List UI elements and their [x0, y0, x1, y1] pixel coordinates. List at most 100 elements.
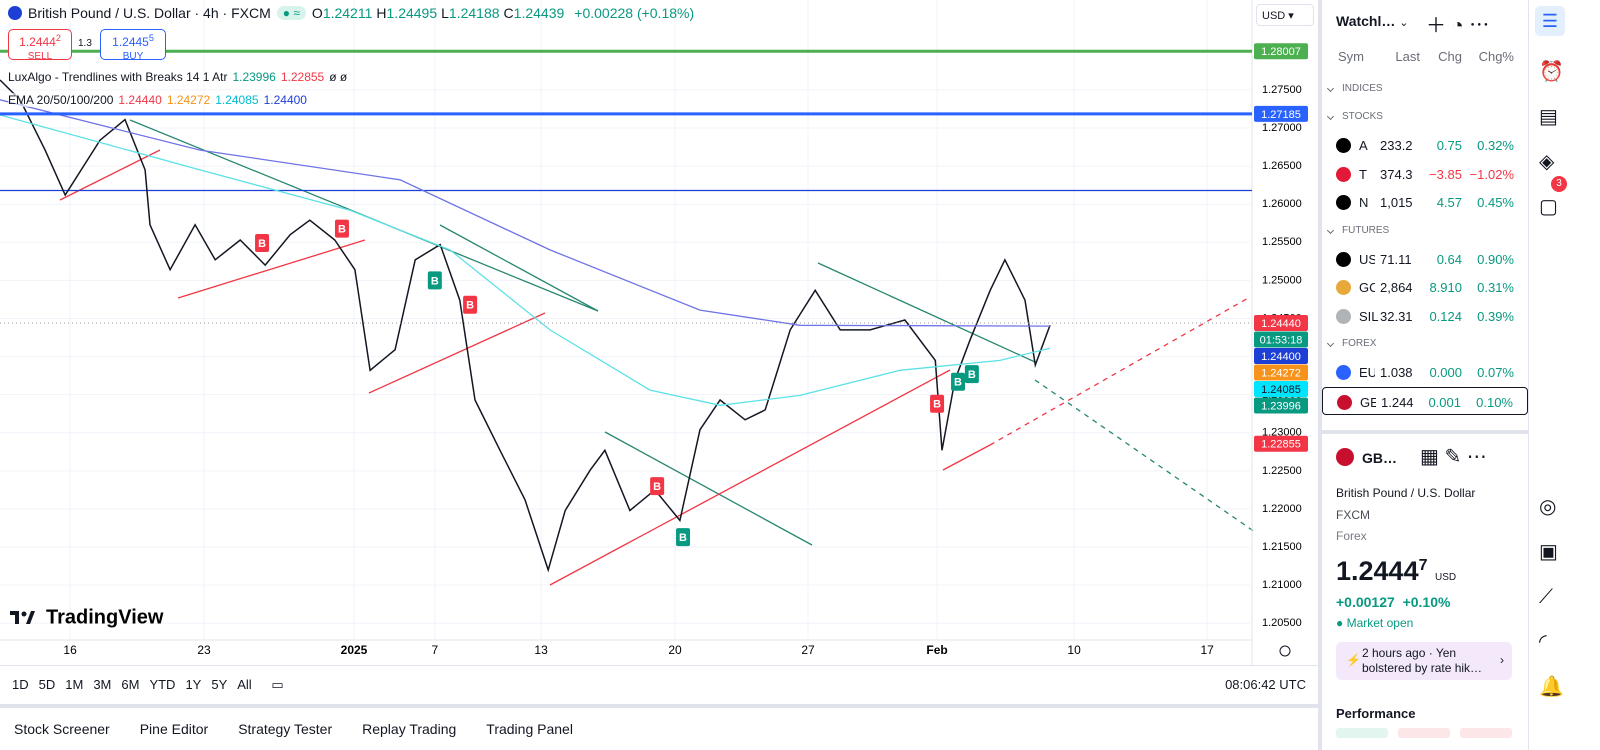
tab[interactable]: Trading Panel — [486, 721, 573, 737]
status-pill[interactable]: ● ≈ — [276, 6, 306, 20]
watchlist-row[interactable]: T 374.3 −3.85 −1.02% — [1322, 160, 1528, 189]
details-price: 1.24447 USD — [1336, 556, 1456, 587]
indicator-tail: ø ø — [329, 70, 348, 84]
watchlist-title[interactable]: Watchl… ⌄ — [1336, 13, 1409, 29]
signal — [676, 528, 691, 547]
sell-sup: 2 — [55, 33, 61, 43]
price-label — [1254, 348, 1308, 365]
trendlines — [59, 119, 1256, 586]
price-label — [1254, 315, 1308, 332]
watchlist-name: Watchl… — [1336, 13, 1396, 29]
y-tick-label: 1.23000 — [1262, 427, 1302, 439]
tab[interactable]: Strategy Tester — [238, 721, 333, 737]
ohlc-change: +0.00228 (+0.18%) — [574, 5, 695, 21]
watchlist-row[interactable]: US 71.11 0.64 0.90% — [1322, 245, 1528, 274]
ranges: 1D 5D 1M 3M 6M YTD 1Y 5Y All — [0, 677, 252, 692]
x-tick-label: 17 — [1200, 643, 1214, 657]
sell-price: 1.2444 — [19, 35, 56, 49]
side-icons-lower[interactable]: ◎ ▣ ⟋ ◜ 🔔 — [1539, 496, 1564, 698]
date-range-icon[interactable]: ▭ — [271, 677, 284, 692]
price-label — [1254, 43, 1308, 60]
change-pct: 0.07% — [1477, 365, 1514, 380]
watchlist-row[interactable]: A 233.2 0.75 0.32% — [1322, 131, 1528, 160]
details-icons[interactable]: ▦ ✎ ⋯ — [1420, 446, 1487, 468]
ohlc-value: 1.24188 — [448, 5, 500, 21]
tab[interactable]: Replay Trading — [362, 721, 457, 737]
watchlist-row[interactable]: GE 1.244 0.001 0.10% — [1322, 386, 1528, 415]
symbol-icon — [1336, 138, 1351, 153]
range-button[interactable]: 1Y — [185, 677, 202, 692]
currency-select[interactable]: USD ▾ — [1256, 4, 1314, 26]
toolbar-icons[interactable]: ＋ ◔ ⋯ — [1426, 15, 1490, 37]
news-text: 2 hours ago · Yen bolstered by rate hik… — [1362, 646, 1483, 675]
range-button[interactable]: YTD — [149, 677, 176, 692]
last: 1,015 — [1380, 195, 1413, 210]
watchlist: INDICES STOCKS A 233.2 0.75 0.32% T 374.3 −3.85−… — [1322, 75, 1528, 415]
range-button[interactable]: 5D — [38, 677, 56, 692]
column-header: Last — [1395, 49, 1420, 64]
news[interactable]: ⚡ 2 hours ago · Yen bolstered by rate hik… — [1336, 642, 1512, 680]
status: Market open — [1346, 616, 1414, 630]
symbol[interactable]: British Pound / U.S. Dollar · 4h · FXCM — [28, 5, 271, 21]
symbol: A — [1359, 138, 1368, 153]
x-tick-label: 27 — [801, 643, 815, 657]
section-header: INDICES — [1322, 75, 1528, 103]
chart: 1.20500 1.21000 1.21500 1.22000 1.22500 1.230… — [0, 0, 1308, 665]
signal — [650, 477, 665, 496]
y-tick-label: 1.22000 — [1262, 503, 1302, 515]
symbol-icon — [1336, 251, 1351, 267]
icon-bar: ☰ ⏰ ▤ ◈ ▢ 3 ◎ ▣ ⟋ ◜ 🔔 — [1528, 0, 1600, 750]
watchlist-icon[interactable]: ☰ — [1535, 6, 1565, 36]
y-tick-label: 1.25500 — [1262, 236, 1302, 248]
range-button[interactable]: All — [237, 677, 252, 692]
bottom-toolbar: 1D 5D 1M 3M 6M YTD 1Y 5Y All ▭ 08:06:42 UTC — [0, 665, 1318, 702]
currency: USD — [1262, 10, 1286, 22]
change-pct: 0.32% — [1477, 138, 1514, 153]
watchlist-row[interactable]: N 1,015 4.57 0.45% — [1322, 188, 1528, 217]
price-label-text: 1.24400 — [1261, 351, 1301, 363]
ohlc-value: 1.24439 — [513, 5, 565, 21]
buy-button[interactable]: 1.24455 BUY — [100, 29, 166, 62]
signal — [964, 365, 979, 384]
symbol-icon — [1336, 365, 1351, 380]
indicator-value: 1.24400 — [263, 93, 307, 107]
range-button[interactable]: 1D — [12, 677, 29, 692]
y-tick-label: 1.22500 — [1262, 465, 1302, 477]
signal — [951, 372, 966, 391]
ohlc-item: C1.24439 — [504, 5, 565, 21]
range-button[interactable]: 6M — [121, 677, 140, 692]
details-symbol[interactable]: GB… — [1362, 450, 1397, 466]
last: 2,864 — [1380, 280, 1413, 295]
last: 71.11 — [1380, 251, 1412, 267]
range-button[interactable]: 5Y — [211, 677, 228, 692]
range-button[interactable]: 3M — [93, 677, 112, 692]
change: 4.57 — [1436, 195, 1462, 210]
signal — [930, 394, 945, 413]
x-tick-label: 10 — [1067, 643, 1081, 657]
column-header: Chg% — [1478, 49, 1514, 64]
perf-tiles — [1336, 728, 1512, 738]
range-button[interactable]: 1M — [65, 677, 84, 692]
watchlist-row[interactable]: EU 1.038 0.000 0.07% — [1322, 358, 1528, 387]
watchlist-row[interactable]: GC 2,864 8.910 0.31% — [1322, 273, 1528, 302]
indicator-luxalgo[interactable]: LuxAlgo - Trendlines with Breaks 14 1 At… — [8, 70, 348, 84]
last: 1.038 — [1380, 365, 1413, 380]
indicator-ema[interactable]: EMA 20/50/100/200 1.24440 1.24272 1.24085 1.… — [8, 93, 307, 107]
settings-icon[interactable] — [1279, 645, 1291, 657]
y-tick-label: 1.27000 — [1262, 122, 1302, 134]
indicator-value: 1.22855 — [280, 70, 325, 84]
x-tick-label: 20 — [668, 643, 682, 657]
details: GB… ▦ ✎ ⋯ British Pound / U.S. Dollar FX… — [1322, 430, 1528, 738]
indicator-value: 1.24272 — [166, 93, 211, 107]
change-pct: 0.31% — [1477, 280, 1514, 295]
sell-button[interactable]: 1.24442 SELL — [8, 29, 72, 62]
tab[interactable]: Stock Screener — [14, 721, 110, 737]
side-icons[interactable]: ⏰ ▤ ◈ ▢ — [1539, 61, 1564, 218]
signal-label: B — [466, 300, 474, 312]
watchlist-row[interactable]: SIL 32.31 0.124 0.39% — [1322, 302, 1528, 331]
price-label-text: 1.28007 — [1261, 46, 1301, 58]
price-line — [0, 114, 1051, 406]
watermark: TradingView — [46, 606, 164, 628]
tab[interactable]: Pine Editor — [139, 721, 209, 737]
